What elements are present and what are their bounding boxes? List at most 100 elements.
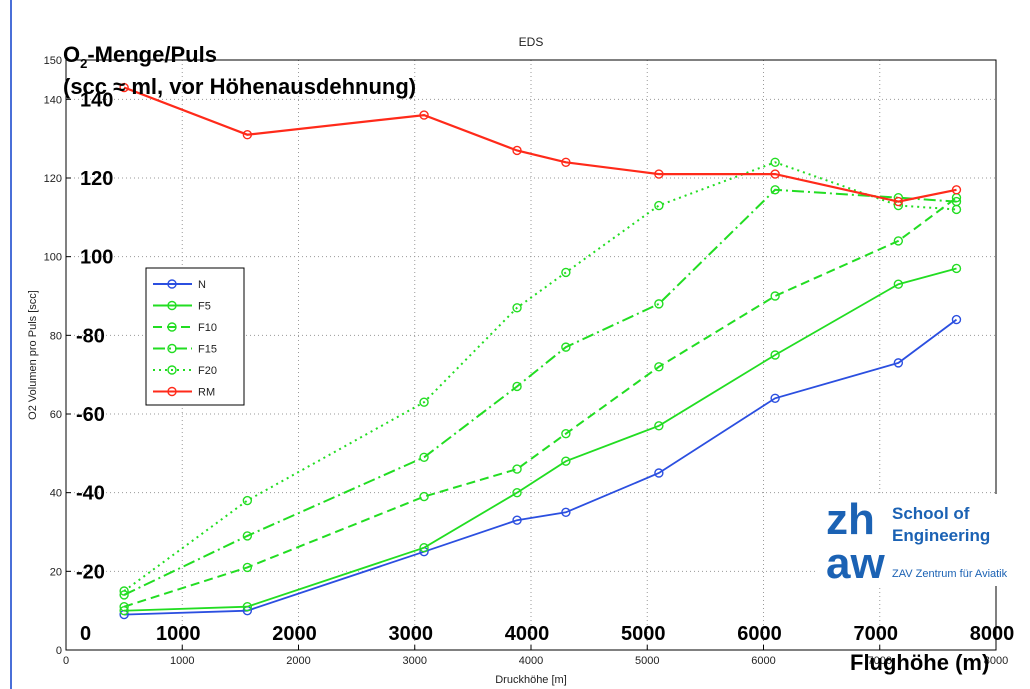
axis-ticks: 0 1000 2000 3000 4000 5000 6000 7000 80000204060… <box>44 55 1009 667</box>
data-point <box>951 204 962 215</box>
heading-suffix: -Menge/Puls <box>87 42 217 67</box>
x-tick-label: 5000 <box>635 655 659 667</box>
bold-x-title: Flughöhe (m) <box>850 650 989 675</box>
data-point <box>770 291 780 301</box>
series-rm <box>119 82 962 207</box>
legend-marker <box>167 365 177 375</box>
logo-background <box>818 494 1010 586</box>
data-point <box>951 263 962 274</box>
series-line-f5 <box>124 267 957 612</box>
data-point <box>893 236 904 246</box>
legend-marker <box>167 300 177 311</box>
grid <box>66 60 996 650</box>
data-point <box>512 487 522 498</box>
legend-label-f20: F20 <box>198 365 217 377</box>
x-tick-label: 4000 <box>519 655 543 667</box>
x-tick-label: 0 <box>63 655 69 667</box>
bold-y-label: 0 <box>80 623 91 645</box>
x-tick-label: 8000 <box>984 655 1008 667</box>
legend-label-f5: F5 <box>198 301 211 313</box>
legend: N F5 F10 F15 F20 RM <box>145 267 245 406</box>
data-point <box>654 200 664 211</box>
y-tick-label: 0 <box>56 645 62 657</box>
data-point <box>770 185 780 195</box>
data-point <box>512 303 522 313</box>
x-tick-label: 3000 <box>403 655 427 667</box>
data-point <box>419 491 429 502</box>
data-point <box>242 495 253 506</box>
x-axis-label: Druckhöhe [m] <box>495 674 567 686</box>
data-point <box>654 421 664 431</box>
x-tick-label: 7000 <box>868 655 892 667</box>
x-tick-label: 2000 <box>286 655 310 667</box>
data-point <box>242 602 253 612</box>
bold-y-label: 100 <box>80 247 113 269</box>
bold-x-label: 2000 <box>272 623 317 645</box>
bold-x-label: 5000 <box>621 623 666 645</box>
legend-label-f10: F10 <box>198 322 217 334</box>
series-line-n <box>124 318 958 616</box>
data-point <box>512 381 522 392</box>
series-line-f15 <box>123 188 957 596</box>
bold-x-label: 6000 <box>737 623 782 645</box>
bold-x-label: 4000 <box>505 623 550 645</box>
zhaw-logo: zh aw School of Engineering ZAV Zentrum … <box>818 494 1010 588</box>
legend-label-rm: RM <box>198 387 215 399</box>
heading-sub-2: 2 <box>80 56 87 71</box>
logo-aw: aw <box>826 539 885 588</box>
series-line-rm <box>123 86 957 203</box>
data-point <box>512 145 522 156</box>
logo-center: ZAV Zentrum für Aviatik <box>892 568 1008 580</box>
data-point <box>119 82 129 93</box>
data-point <box>893 358 904 368</box>
series-f20 <box>119 157 962 596</box>
data-point <box>119 602 129 612</box>
data-point <box>561 456 571 466</box>
data-point <box>119 586 129 596</box>
y-tick-label: 120 <box>44 173 62 185</box>
series-line-f20 <box>123 161 957 592</box>
data-point <box>561 157 571 167</box>
data-point <box>654 468 664 478</box>
data-point <box>242 130 253 140</box>
heading-o: O <box>63 42 80 67</box>
legend-marker <box>167 386 177 397</box>
heading-line2: (scc ≈ ml, vor Höhenausdehnung) <box>63 74 416 99</box>
legend-label-n: N <box>198 279 206 291</box>
left-border-rule <box>10 0 12 689</box>
data-point <box>561 428 571 439</box>
data-point <box>654 299 664 309</box>
series-line-f10 <box>123 196 958 608</box>
legend-marker <box>167 343 177 354</box>
legend-marker <box>167 279 177 289</box>
data-point <box>951 314 962 325</box>
y-tick-label: 40 <box>50 488 62 500</box>
bold-y-label: -80 <box>76 325 105 347</box>
data-point <box>242 531 253 541</box>
bold-y-label: -20 <box>76 561 105 583</box>
data-point <box>561 342 571 352</box>
data-point <box>419 452 429 462</box>
data-point <box>770 169 780 179</box>
series-lines <box>119 82 962 620</box>
data-point <box>419 110 429 120</box>
bold-x-label: 8000 <box>970 623 1015 645</box>
bold-overlay-labels: 0 -20 -40 -60 -80 100 120 140 1000 2000 3000 4000 50… <box>76 89 1014 645</box>
legend-box <box>145 267 245 406</box>
data-point <box>770 393 780 403</box>
data-point <box>242 562 253 573</box>
data-point <box>512 515 522 525</box>
legend-marker <box>167 322 177 332</box>
data-point <box>770 157 780 167</box>
logo-school: School of <box>892 504 970 523</box>
series-n <box>119 314 962 620</box>
bold-y-label: -40 <box>76 483 105 505</box>
chart-title: EDS <box>519 35 544 49</box>
x-tick-label: 6000 <box>751 655 775 667</box>
y-tick-label: 20 <box>50 566 62 578</box>
data-point <box>951 185 962 195</box>
data-point <box>893 279 904 289</box>
legend-label-f15: F15 <box>198 344 217 356</box>
y-axis-label: O2 Volumen pro Puls [scc] <box>27 290 39 420</box>
y-tick-label: 150 <box>44 55 62 67</box>
